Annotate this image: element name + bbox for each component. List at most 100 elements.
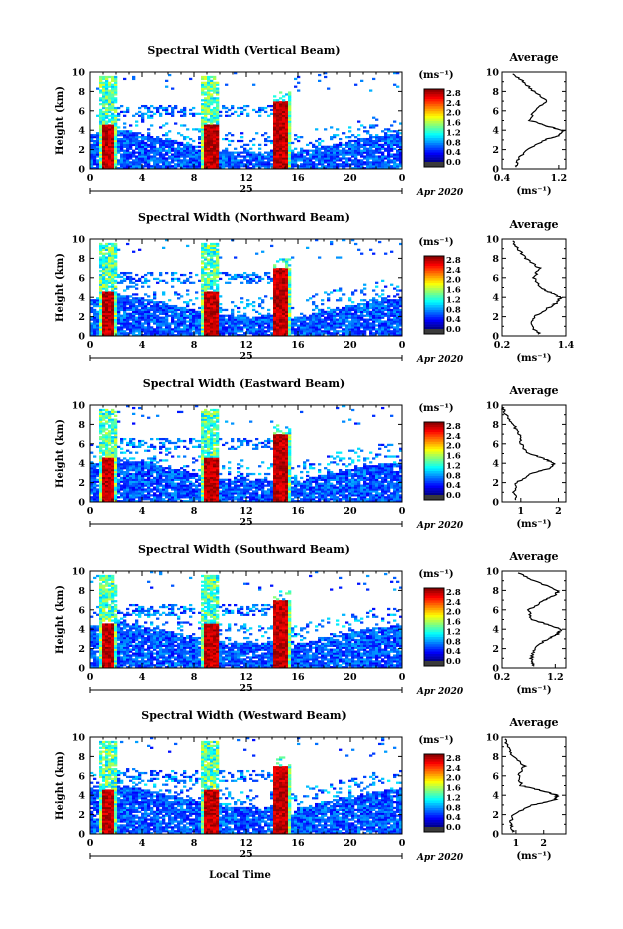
heatmap-cell [108, 424, 112, 427]
colorbar-swatch [424, 307, 444, 310]
heatmap-cell [222, 149, 226, 152]
heatmap-cell [390, 124, 394, 127]
heatmap-cell [336, 151, 340, 154]
heatmap-cell [222, 153, 226, 156]
heatmap-cell [108, 498, 112, 501]
heatmap-cell [210, 297, 214, 300]
heatmap-cell [108, 143, 112, 147]
heatmap-cell [285, 301, 289, 304]
heatmap-cell [111, 490, 115, 493]
heatmap-cell [111, 151, 115, 154]
heatmap-cell [258, 316, 262, 319]
heatmap-cell [201, 165, 205, 168]
heatmap-cell [285, 110, 289, 114]
avg-y-tick-label: 10 [486, 68, 500, 79]
heatmap-cell [117, 159, 121, 162]
heatmap-cell [111, 424, 115, 427]
heatmap-cell [213, 120, 217, 123]
heatmap-cell [114, 330, 118, 333]
heatmap-cell [117, 334, 121, 337]
heatmap-cell [111, 324, 115, 327]
heatmap-cell [102, 266, 106, 269]
heatmap-cell [333, 143, 337, 147]
heatmap-cell [192, 316, 196, 319]
heatmap-cell [294, 157, 298, 160]
heatmap-cell [390, 326, 394, 329]
heatmap-cell [186, 159, 190, 162]
heatmap-cell [381, 137, 385, 141]
heatmap-cell [297, 157, 301, 160]
heatmap-cell [369, 157, 373, 160]
heatmap-cell [375, 149, 379, 152]
heatmap-cell [141, 118, 145, 121]
heatmap-cell [204, 304, 208, 308]
heatmap-cell [366, 314, 370, 317]
heatmap-cell [390, 318, 394, 321]
heatmap-cell [243, 108, 247, 112]
heatmap-cell [312, 312, 316, 315]
heatmap-cell [108, 136, 112, 139]
heatmap-cell [276, 120, 280, 123]
heatmap-cell [126, 242, 130, 246]
heatmap-cell [99, 285, 103, 288]
heatmap-cell [141, 330, 145, 333]
colorbar-swatch [424, 309, 444, 313]
heatmap-cell [135, 141, 139, 145]
heatmap-cell [201, 260, 205, 263]
heatmap-cell [183, 106, 187, 110]
heatmap-cell [144, 303, 148, 306]
heatmap-cell [201, 268, 205, 271]
heatmap-cell [237, 167, 241, 170]
heatmap-cell [375, 301, 379, 304]
heatmap-cell [381, 157, 385, 160]
heatmap-cell [108, 451, 112, 454]
heatmap-cell [105, 410, 109, 414]
heatmap-cell [306, 318, 310, 321]
heatmap-cell [387, 153, 391, 156]
heatmap-cell [117, 137, 121, 141]
heatmap-cell [279, 295, 283, 298]
heatmap-cell [249, 153, 253, 156]
heatmap-cell [108, 474, 112, 478]
heatmap-cell [243, 275, 247, 279]
heatmap-cell [144, 316, 148, 319]
heatmap-cell [114, 244, 118, 248]
heatmap-cell [192, 318, 196, 321]
heatmap-cell [102, 461, 106, 464]
heatmap-cell [96, 316, 100, 319]
heatmap-cell [90, 318, 94, 321]
heatmap-cell [339, 153, 343, 156]
heatmap-cell [126, 165, 130, 168]
heatmap-cell [207, 147, 211, 150]
heatmap-cell [363, 303, 367, 306]
heatmap-cell [267, 320, 271, 323]
heatmap-cell [141, 165, 145, 168]
heatmap-cell [102, 126, 106, 129]
heatmap-cells [90, 405, 403, 503]
heatmap-cell [285, 137, 289, 141]
heatmap-cell [381, 153, 385, 156]
heatmap-cell [195, 167, 199, 170]
heatmap-cell [96, 153, 100, 156]
heatmap-cell [327, 153, 331, 156]
heatmap-cell [138, 149, 142, 152]
heatmap-cell [138, 320, 142, 323]
heatmap-cell [99, 97, 103, 100]
heatmap-cell [102, 472, 106, 476]
heatmap-cell [108, 308, 112, 312]
heatmap-cell [144, 314, 148, 317]
heatmap-cell [381, 320, 385, 323]
heatmap-cell [312, 153, 316, 156]
heatmap-cell [276, 303, 280, 306]
heatmap-cell [276, 324, 280, 327]
heatmap-cell [117, 500, 121, 503]
heatmap-cell [354, 332, 358, 335]
heatmap-cell [108, 262, 112, 265]
heatmap-cell [399, 163, 403, 166]
heatmap-cell [210, 277, 214, 281]
heatmap-cell [153, 303, 157, 306]
heatmap-cell [327, 161, 331, 164]
heatmap-cell [237, 334, 241, 337]
heatmap-cell [330, 242, 334, 246]
heatmap-cell [204, 262, 208, 265]
